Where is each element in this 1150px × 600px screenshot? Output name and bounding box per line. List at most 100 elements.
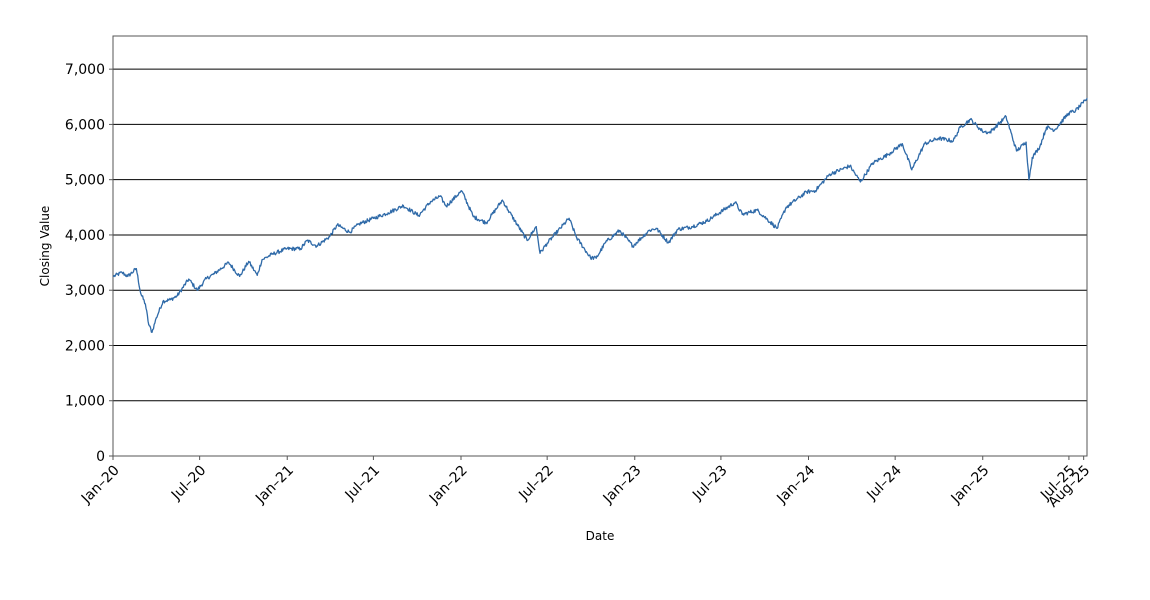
x-tick-label: Jul–24: [863, 462, 905, 504]
x-tick-label: Jan–20: [78, 462, 123, 507]
y-tick-label: 2,000: [65, 338, 105, 354]
plot-area: [112, 35, 1088, 457]
data-point: [785, 206, 787, 208]
data-point: [472, 216, 474, 218]
data-point: [959, 126, 961, 128]
data-point: [196, 289, 198, 291]
data-point: [348, 231, 351, 233]
y-tick-label: 6,000: [65, 117, 105, 133]
x-tick-label: Jan–24: [773, 462, 818, 507]
y-tick-label: 5,000: [65, 173, 105, 189]
x-tick-label: Jul–23: [689, 462, 731, 504]
data-point: [535, 226, 537, 228]
data-point: [248, 260, 250, 263]
data-point: [734, 201, 736, 203]
data-point: [299, 248, 302, 250]
data-point: [429, 201, 432, 203]
data-point: [756, 209, 758, 211]
x-tick-label: Jul–20: [168, 462, 210, 504]
data-point: [387, 212, 389, 214]
data-point: [112, 275, 115, 277]
data-point: [372, 217, 374, 219]
data-point: [924, 143, 926, 145]
data-point: [886, 154, 889, 156]
data-point: [127, 275, 129, 277]
x-tick-label: Jan–22: [426, 462, 471, 507]
data-point: [706, 220, 708, 222]
data-point: [776, 227, 778, 229]
x-tick-label: Jul–22: [515, 462, 557, 504]
data-point: [1086, 97, 1088, 100]
data-point: [618, 229, 621, 232]
data-point: [526, 239, 528, 242]
data-point: [901, 143, 903, 145]
data-point: [568, 217, 570, 219]
data-point: [667, 242, 670, 244]
y-tick-label: 4,000: [65, 228, 105, 244]
data-point: [872, 162, 874, 164]
data-point: [256, 274, 258, 276]
data-point: [952, 140, 954, 142]
data-point: [632, 245, 634, 247]
data-point: [1082, 102, 1084, 104]
data-point: [1067, 112, 1070, 114]
data-point: [1005, 116, 1007, 118]
y-tick-label: 1,000: [65, 394, 105, 410]
data-point: [445, 205, 447, 207]
data-point: [1025, 141, 1027, 143]
y-axis-title: Closing Value: [38, 206, 52, 287]
data-point: [937, 137, 940, 139]
data-point: [176, 295, 178, 297]
x-tick-label: Jul–21: [342, 462, 384, 504]
data-point: [1045, 126, 1048, 128]
y-tick-label: 7,000: [65, 62, 105, 78]
data-point: [459, 191, 462, 193]
data-point: [485, 222, 487, 224]
y-axis: 0 1,000 2,000 3,000 4,000 5,000 6,000 7,000: [65, 62, 113, 465]
data-point: [461, 190, 463, 192]
data-point: [358, 223, 360, 225]
data-point: [1028, 179, 1030, 181]
gridlines: [113, 68, 1087, 402]
data-point: [316, 245, 318, 247]
data-point: [1039, 145, 1041, 148]
x-axis: Jan–20 Jul–20 Jan–21 Jul–21 Jan–22 Jul–22 Jan–…: [78, 456, 1093, 511]
data-point: [814, 190, 816, 192]
data-point: [501, 199, 504, 201]
data-point: [286, 248, 288, 250]
data-point: [911, 169, 913, 171]
data-point: [228, 261, 230, 264]
data-point: [135, 268, 137, 270]
data-point: [205, 278, 207, 280]
data-point: [140, 292, 142, 294]
data-point: [170, 299, 172, 301]
x-tick-label: Jan–21: [252, 462, 297, 507]
data-point: [336, 224, 338, 226]
data-point: [188, 278, 190, 280]
data-point: [849, 165, 851, 167]
y-tick-label: 0: [96, 449, 105, 465]
data-point: [655, 227, 657, 229]
data-point: [213, 273, 215, 275]
data-point: [155, 317, 157, 319]
data-point: [648, 229, 650, 232]
data-point: [402, 205, 404, 207]
data-point: [261, 259, 263, 261]
data-point: [676, 228, 679, 231]
data-point: [546, 242, 548, 244]
data-point: [576, 237, 578, 239]
data-point: [859, 181, 861, 183]
data-point: [981, 130, 983, 132]
data-point: [507, 209, 509, 211]
x-axis-title: Date: [586, 529, 615, 543]
data-point: [539, 252, 541, 254]
data-point: [829, 173, 831, 175]
y-tick-label: 3,000: [65, 283, 105, 299]
data-point: [271, 253, 273, 255]
data-point: [1054, 129, 1056, 131]
x-tick-label: Jan–23: [600, 462, 645, 507]
data-point: [741, 213, 743, 216]
data-point: [239, 275, 241, 277]
data-point: [1074, 110, 1077, 112]
data-point: [144, 303, 146, 305]
